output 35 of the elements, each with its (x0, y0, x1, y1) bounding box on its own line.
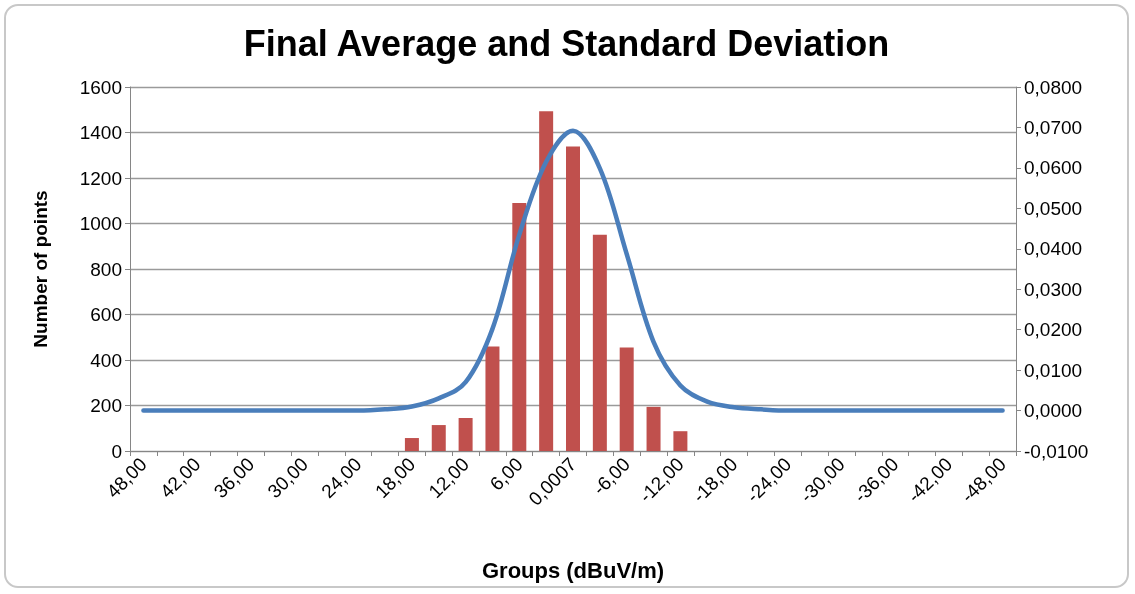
bar (458, 418, 473, 451)
x-tick-label: 6,00 (485, 453, 527, 495)
bar (512, 203, 527, 451)
y-tick-label: 1600 (79, 76, 122, 98)
y2-tick-label: 0,0800 (1024, 76, 1083, 98)
y-axis-title: Number of points (30, 190, 51, 348)
y-tick-label: 1200 (79, 167, 122, 189)
bar (539, 111, 554, 451)
y-tick-label: 1400 (79, 122, 122, 143)
bar (592, 234, 607, 451)
x-axis-title: Groups (dBuV/m) (481, 557, 665, 583)
y2-tick-label: 0,0400 (1024, 238, 1083, 260)
chart-title: Final Average and Standard Deviation (243, 22, 890, 64)
y-tick-label: 0 (111, 440, 122, 462)
y2-tick-label: 0,0200 (1024, 319, 1083, 341)
bar (619, 347, 634, 451)
y-tick-label: 400 (90, 349, 122, 371)
y2-tick-label: 0,0300 (1024, 278, 1083, 300)
bar (673, 431, 688, 451)
bar (566, 146, 580, 451)
bar (646, 406, 661, 451)
line-series (141, 128, 1005, 413)
y-tick-label: 200 (90, 395, 122, 416)
y-tick-label: 1000 (79, 213, 122, 234)
bar (404, 438, 419, 451)
y2-tick-label: 0,0000 (1024, 400, 1083, 422)
y2-tick-label: 0,0600 (1024, 157, 1083, 179)
y2-tick-label: 0,0100 (1024, 359, 1083, 381)
y-tick-label: 600 (90, 304, 122, 325)
y2-tick-label: 0,0700 (1024, 116, 1083, 138)
y2-tick-label: -0,0100 (1024, 440, 1089, 462)
y2-tick-label: 0,0500 (1024, 197, 1083, 219)
y-tick-label: 800 (90, 258, 122, 280)
bar (431, 425, 446, 451)
bar (485, 346, 500, 451)
